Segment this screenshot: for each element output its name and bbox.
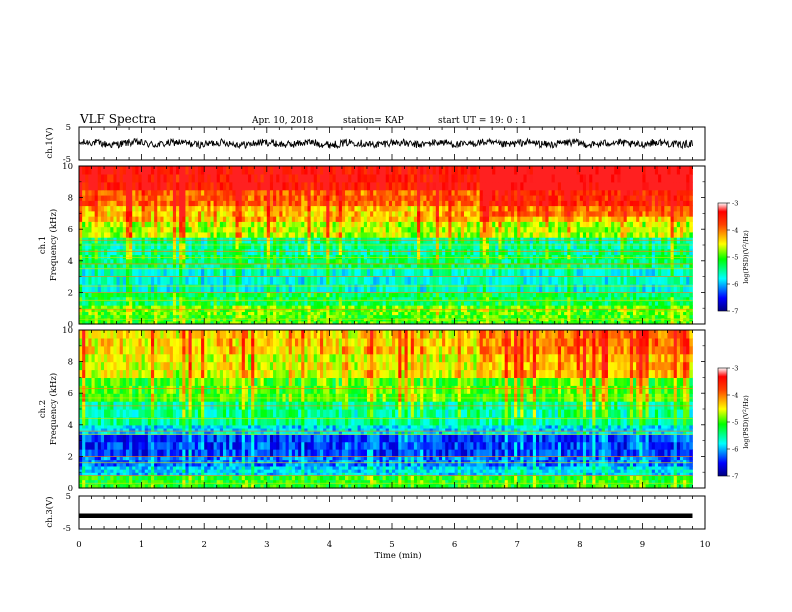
ch2-ytick-label: 0 — [68, 484, 73, 494]
ch2-colorbar-scale — [717, 367, 728, 477]
ch1-waveform-ylabel: ch.1(V) — [44, 127, 55, 158]
ch1-ytick-label: 6 — [68, 225, 73, 235]
ch2-ytick-label: 10 — [62, 326, 73, 336]
ch2-frequency-ylabel: Frequency (kHz) — [48, 373, 59, 445]
ch2-colorbar: -3 -4 -5 -6 -7 log(PSD)(V2/Hz) — [717, 365, 750, 481]
time-tick-label: 8 — [577, 540, 582, 550]
ch1-colorbar-scale — [717, 202, 728, 312]
ch1-ytick-top: 5 — [66, 123, 71, 133]
ch2-colorbar-tick: -4 — [732, 392, 738, 400]
ch3-waveform-panel: 5 -5 ch.3(V) — [44, 492, 706, 534]
ch1-colorbar-label: log(PSD)(V2/Hz) — [742, 230, 750, 284]
ch2-channel-label: ch.2 — [38, 400, 48, 418]
ch1-channel-label: ch.1 — [38, 236, 48, 254]
ch2-spectrogram-panel: 0 2 4 6 8 10 ch.2 Frequency (kHz) — [38, 326, 706, 494]
time-tick-label: 1 — [139, 540, 144, 550]
ch2-colorbar-label: log(PSD)(V2/Hz) — [742, 395, 750, 449]
ch2-ytick-label: 8 — [68, 358, 73, 368]
ch2-spectrogram-image — [79, 330, 693, 489]
time-axis-ticks — [78, 127, 706, 529]
ch1-ytick-bottom: -5 — [63, 155, 71, 165]
figure-title: VLF Spectra — [79, 112, 156, 126]
time-axis-label: Time (min) — [374, 550, 421, 561]
ch1-ytick-label: 0 — [68, 320, 73, 330]
ch1-ytick-label: 4 — [68, 257, 73, 267]
ch1-waveform-panel: 5 -5 ch.1(V) — [44, 123, 706, 165]
ch2-colorbar-tick: -7 — [732, 473, 738, 481]
ch3-ytick-top: 5 — [66, 492, 71, 502]
station-label: station= KAP — [343, 116, 404, 126]
ch2-ytick-label: 2 — [68, 452, 73, 462]
ch2-colorbar-tick: -5 — [732, 419, 738, 427]
time-tick-label: 3 — [264, 540, 269, 550]
ch3-ytick-bottom: -5 — [63, 524, 71, 534]
ch2-ytick-label: 6 — [68, 389, 73, 399]
time-tick-label: 4 — [327, 540, 332, 550]
ch1-colorbar-tick: -6 — [732, 281, 738, 289]
ch3-waveform-ylabel: ch.3(V) — [44, 496, 55, 527]
time-tick-label: 2 — [201, 540, 206, 550]
ch2-colorbar-tick: -6 — [732, 446, 738, 454]
ch1-spectrogram-panel: 0 2 4 6 8 10 ch.1 Frequency (kHz) — [38, 162, 706, 330]
time-axis-labels: 0 1 2 3 4 5 6 7 8 9 10 — [76, 540, 710, 550]
date-label: Apr. 10, 2018 — [251, 116, 314, 126]
time-tick-label: 10 — [700, 540, 711, 550]
ch1-colorbar-tick: -4 — [732, 227, 738, 235]
time-tick-label: 5 — [389, 540, 394, 550]
ch1-ytick-label: 8 — [68, 194, 73, 204]
time-tick-label: 0 — [76, 540, 81, 550]
start-time-label: start UT = 19: 0 : 1 — [438, 116, 527, 126]
time-tick-label: 9 — [640, 540, 645, 550]
ch1-colorbar: -3 -4 -5 -6 -7 log(PSD)(V2/Hz) — [717, 200, 750, 316]
time-tick-label: 6 — [452, 540, 457, 550]
ch1-frequency-ylabel: Frequency (kHz) — [48, 209, 59, 281]
ch1-colorbar-tick: -5 — [732, 254, 738, 262]
ch1-waveform-trace — [78, 137, 693, 150]
ch2-ytick-label: 4 — [68, 421, 73, 431]
time-tick-label: 7 — [514, 540, 519, 550]
ch1-ytick-label: 10 — [62, 162, 73, 172]
ch1-spectrogram-image — [79, 166, 693, 325]
ch1-colorbar-tick: -3 — [732, 200, 738, 208]
ch2-colorbar-tick: -3 — [732, 365, 738, 373]
ch1-ytick-label: 2 — [68, 288, 73, 298]
ch1-colorbar-tick: -7 — [732, 308, 738, 316]
